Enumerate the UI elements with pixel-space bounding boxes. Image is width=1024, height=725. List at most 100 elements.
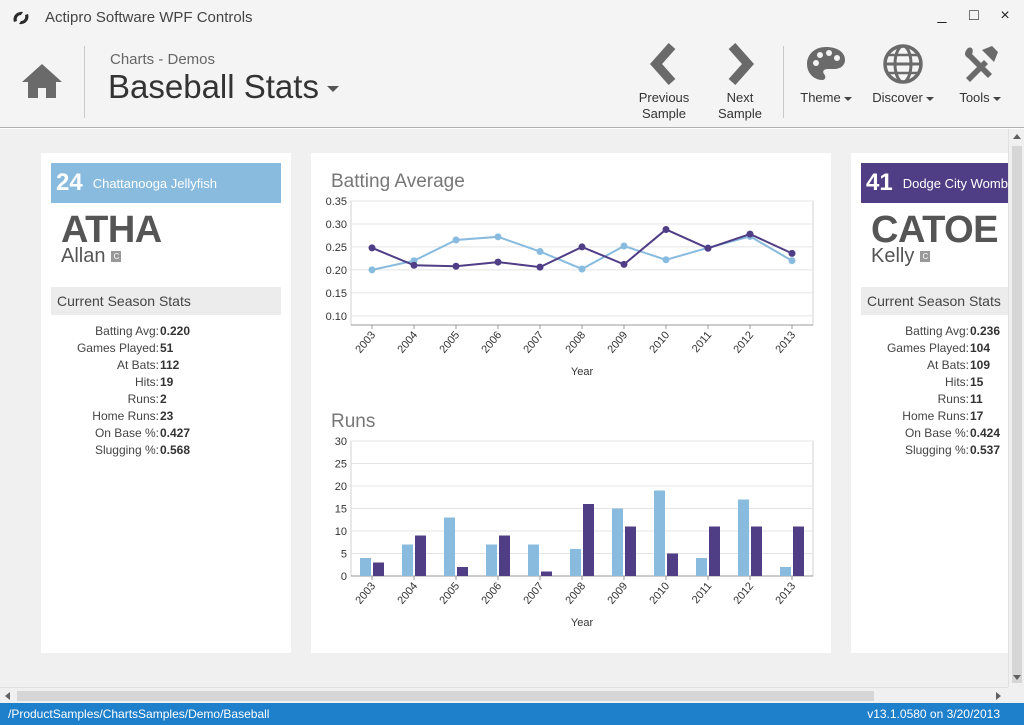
bar bbox=[457, 567, 468, 576]
data-point bbox=[578, 265, 586, 273]
bar bbox=[612, 508, 623, 576]
dropdown-arrow-icon bbox=[843, 96, 852, 101]
dropdown-arrow-icon bbox=[925, 96, 934, 101]
stat-value: 0.568 bbox=[160, 443, 191, 457]
stat-row: Home Runs: 17 bbox=[861, 408, 1008, 425]
theme-label: Theme bbox=[800, 90, 841, 105]
y-tick-label: 20 bbox=[335, 481, 347, 493]
charts-card: Batting Average 0.35 0.30 0.25 0.20 0.15 0.10… bbox=[311, 153, 831, 653]
stat-value: 0.424 bbox=[970, 426, 1001, 440]
status-bar: /ProductSamples/ChartsSamples/Demo/Baseb… bbox=[0, 703, 1024, 725]
position-badge: C bbox=[111, 251, 122, 262]
vertical-scroll-thumb[interactable] bbox=[1012, 146, 1022, 683]
bar bbox=[696, 558, 707, 576]
bar bbox=[583, 504, 594, 576]
stat-row: Hits: 19 bbox=[51, 374, 281, 391]
player-last-name: ATHA bbox=[61, 209, 162, 251]
stats-list: Batting Avg: 0.236 Games Played: 104 At Ba… bbox=[861, 323, 1008, 459]
stat-value: 104 bbox=[970, 341, 991, 355]
data-point bbox=[662, 256, 670, 264]
page-title-dropdown[interactable]: Baseball Stats bbox=[108, 68, 339, 106]
vertical-scrollbar[interactable] bbox=[1008, 129, 1024, 687]
x-axis-title: Year bbox=[571, 617, 594, 629]
home-button[interactable] bbox=[18, 58, 66, 104]
stat-label: Games Played: bbox=[76, 341, 159, 355]
data-point bbox=[368, 244, 376, 252]
bar bbox=[793, 526, 804, 576]
stat-value: 11 bbox=[970, 392, 983, 406]
stat-label: At Bats: bbox=[116, 358, 159, 372]
stat-label: Slugging %: bbox=[904, 443, 969, 457]
stat-value: 0.537 bbox=[970, 443, 1001, 457]
batting-average-chart: 0.35 0.30 0.25 0.20 0.15 0.10 2003 2004 2005 2006… bbox=[326, 196, 814, 378]
stat-label: On Base %: bbox=[94, 426, 159, 440]
stat-value: 112 bbox=[160, 358, 180, 372]
minimize-button[interactable]: _ bbox=[937, 7, 947, 24]
player-number: 41 bbox=[866, 169, 893, 196]
y-tick-label: 25 bbox=[335, 459, 347, 471]
x-tick-label: 2009 bbox=[605, 580, 630, 606]
tools-label: Tools bbox=[959, 90, 990, 105]
player-first-name: Allan bbox=[61, 245, 106, 267]
x-tick-label: 2007 bbox=[521, 329, 546, 355]
data-point bbox=[368, 266, 376, 274]
position-badge: C bbox=[920, 251, 931, 262]
data-point bbox=[620, 242, 628, 250]
stat-label: Hits: bbox=[135, 375, 159, 389]
discover-button[interactable]: Discover bbox=[866, 42, 940, 106]
x-tick-label: 2005 bbox=[437, 580, 462, 606]
y-tick-label: 10 bbox=[335, 526, 347, 538]
x-tick-label: 2013 bbox=[773, 329, 798, 355]
stat-row: Home Runs: 23 bbox=[51, 408, 281, 425]
next-label-2: Sample bbox=[717, 106, 763, 121]
page-title: Baseball Stats bbox=[108, 68, 319, 105]
horizontal-scrollbar[interactable] bbox=[0, 687, 1008, 703]
stat-row: On Base %: 0.427 bbox=[51, 425, 281, 442]
x-tick-label: 2008 bbox=[563, 580, 588, 606]
bar bbox=[360, 558, 371, 576]
stat-row: Hits: 15 bbox=[861, 374, 1008, 391]
y-tick-label: 30 bbox=[335, 436, 347, 448]
scroll-left-icon[interactable] bbox=[5, 692, 10, 700]
batting-average-title: Batting Average bbox=[331, 171, 465, 192]
player-header: 24 Chattanooga Jellyfish bbox=[51, 163, 281, 203]
chevron-down-icon bbox=[326, 86, 339, 92]
x-tick-label: 2006 bbox=[479, 580, 504, 606]
stats-list: Batting Avg: 0.220 Games Played: 51 At Bat… bbox=[51, 323, 281, 459]
data-point bbox=[494, 258, 502, 266]
status-version: v13.1.0580 on 3/20/2013 bbox=[867, 707, 1000, 721]
ribbon-separator bbox=[84, 46, 85, 118]
scroll-down-icon[interactable] bbox=[1013, 675, 1021, 680]
close-button[interactable]: × bbox=[1000, 7, 1010, 24]
runs-chart: 30 25 20 15 10 5 0 2003 2004 2005 2006 2007 2008 2009… bbox=[335, 436, 814, 629]
bar bbox=[402, 544, 413, 576]
stat-value: 2 bbox=[160, 392, 167, 406]
bar bbox=[444, 517, 455, 576]
stat-value: 15 bbox=[970, 375, 984, 389]
x-tick-label: 2003 bbox=[353, 580, 378, 606]
stat-label: Slugging %: bbox=[94, 443, 159, 457]
previous-sample-button[interactable]: Previous Sample bbox=[634, 42, 694, 122]
bar bbox=[709, 526, 720, 576]
player-first-name: Kelly bbox=[871, 245, 915, 267]
stat-row: Runs: 11 bbox=[861, 391, 1008, 408]
data-point bbox=[788, 249, 796, 257]
data-point bbox=[620, 260, 628, 268]
horizontal-scroll-thumb[interactable] bbox=[17, 691, 874, 701]
maximize-button[interactable]: □ bbox=[969, 7, 979, 24]
next-sample-button[interactable]: Next Sample bbox=[712, 42, 768, 122]
bar bbox=[570, 549, 581, 576]
scroll-right-icon[interactable] bbox=[996, 692, 1001, 700]
scroll-up-icon[interactable] bbox=[1013, 134, 1021, 139]
discover-label: Discover bbox=[872, 90, 923, 105]
stat-row: At Bats: 109 bbox=[861, 357, 1008, 374]
theme-button[interactable]: Theme bbox=[796, 42, 856, 106]
bar bbox=[738, 499, 749, 576]
stat-row: At Bats: 112 bbox=[51, 357, 281, 374]
player-card-right: 41 Dodge City Wombats CATOE Kelly C Curr… bbox=[851, 153, 1008, 653]
data-point bbox=[662, 225, 670, 233]
tools-button[interactable]: Tools bbox=[952, 42, 1008, 106]
data-point bbox=[452, 236, 460, 244]
stat-value: 0.220 bbox=[160, 324, 191, 338]
stat-label: Runs: bbox=[127, 392, 159, 406]
